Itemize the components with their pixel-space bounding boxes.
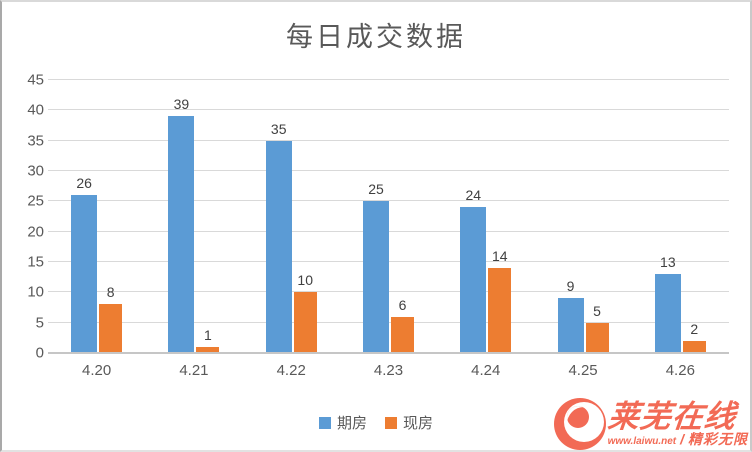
gridline — [48, 200, 729, 202]
value-label: 14 — [491, 248, 508, 265]
value-label: 13 — [660, 254, 676, 271]
bar-期房: 24 — [460, 188, 487, 353]
bar-现房: 10 — [293, 273, 317, 353]
legend-item: 现房 — [385, 412, 433, 433]
y-tick-label: 40 — [27, 101, 44, 119]
gridline — [48, 79, 729, 80]
y-tick-label: 20 — [27, 223, 44, 241]
plot-area: 26 8 39 1 35 10 25 6 24 14 9 5 13 2 — [48, 79, 729, 354]
watermark-text: 莱芜在线 www.laiwu.net / 精彩无限 — [605, 398, 748, 448]
bar-fill — [168, 116, 195, 353]
y-tick-label: 35 — [27, 132, 44, 150]
legend-swatch — [318, 416, 331, 429]
watermark-brand: 莱芜在线 — [605, 398, 738, 435]
bar-fill — [362, 201, 389, 353]
bar-期房: 26 — [71, 176, 98, 353]
x-tick-label: 4.20 — [82, 362, 112, 379]
x-axis-labels: 4.20 4.21 4.22 4.23 4.24 4.25 4.26 — [48, 362, 729, 379]
y-tick-label: 0 — [35, 344, 44, 362]
y-axis-labels: 0 5 10 15 20 25 30 35 40 45 — [2, 73, 44, 361]
value-label: 26 — [76, 175, 92, 192]
x-tick-label: 4.25 — [568, 362, 598, 379]
bar-fill — [585, 322, 609, 353]
watermark: 莱芜在线 www.laiwu.net / 精彩无限 — [553, 398, 748, 450]
bar-期房: 39 — [168, 97, 195, 353]
y-tick-label: 25 — [27, 192, 44, 210]
bar-现房: 1 — [196, 328, 220, 353]
x-axis-line — [48, 352, 729, 354]
watermark-slogan: 精彩无限 — [688, 432, 748, 449]
x-tick-label: 4.26 — [665, 362, 695, 379]
x-tick-label: 4.23 — [373, 362, 404, 379]
bar-fill — [71, 195, 98, 353]
value-label: 24 — [465, 187, 482, 204]
laiwu-logo-icon — [553, 398, 606, 450]
value-label: 10 — [297, 272, 313, 289]
chart-title: 每日成交数据 — [286, 22, 466, 53]
bar-期房: 13 — [654, 255, 681, 353]
value-label: 5 — [593, 302, 601, 319]
y-tick-label: 15 — [27, 253, 44, 271]
watermark-url: www.laiwu.net — [607, 436, 677, 448]
value-label: 35 — [270, 120, 287, 137]
bar-group: 26 8 — [48, 80, 145, 353]
bar-fill — [99, 304, 123, 353]
bar-fill — [460, 207, 487, 353]
bar-期房: 25 — [362, 182, 389, 353]
legend-label: 现房 — [403, 415, 434, 432]
bar-group: 13 2 — [632, 80, 729, 353]
bar-fill — [196, 346, 220, 353]
gridline — [48, 139, 729, 141]
y-tick-label: 5 — [35, 314, 44, 332]
bar-group: 24 14 — [437, 80, 534, 353]
bar-期房: 9 — [557, 279, 584, 353]
value-label: 2 — [690, 320, 699, 337]
value-label: 39 — [173, 96, 190, 113]
bar-fill — [557, 298, 584, 353]
bar-group: 25 6 — [340, 80, 437, 353]
y-tick-label: 10 — [27, 283, 44, 301]
bar-group: 39 1 — [145, 80, 242, 353]
x-tick-label: 4.22 — [276, 362, 306, 379]
x-tick-label: 4.24 — [471, 362, 501, 379]
y-tick-label: 30 — [27, 162, 44, 180]
value-label: 8 — [106, 284, 115, 301]
watermark-slash: / — [680, 431, 684, 448]
y-tick-label: 45 — [27, 71, 44, 89]
x-tick-label: 4.21 — [179, 362, 209, 379]
bar-fill — [265, 140, 292, 353]
bar-现房: 8 — [99, 285, 123, 353]
value-label: 1 — [204, 326, 212, 343]
legend-label: 期房 — [336, 415, 367, 432]
value-label: 9 — [566, 278, 575, 295]
bar-groups: 26 8 39 1 35 10 25 6 24 14 9 5 13 2 — [48, 80, 729, 353]
legend: 期房 现房 — [2, 412, 750, 433]
bar-fill — [488, 268, 512, 353]
bar-fill — [682, 340, 706, 353]
gridline — [48, 170, 729, 171]
watermark-subline: www.laiwu.net / 精彩无限 — [608, 432, 748, 447]
bar-现房: 14 — [488, 249, 512, 353]
bar-现房: 5 — [585, 304, 609, 353]
bar-期房: 35 — [265, 122, 292, 353]
legend-swatch — [385, 416, 397, 429]
bar-fill — [654, 274, 681, 353]
value-label: 25 — [368, 181, 384, 198]
bar-fill — [390, 316, 414, 353]
bar-group: 35 10 — [243, 80, 340, 353]
bar-现房: 2 — [682, 322, 706, 353]
bar-fill — [293, 292, 317, 353]
legend-item: 期房 — [318, 412, 367, 433]
bar-现房: 6 — [390, 298, 414, 353]
gridline — [48, 109, 729, 111]
value-label: 6 — [398, 296, 407, 313]
